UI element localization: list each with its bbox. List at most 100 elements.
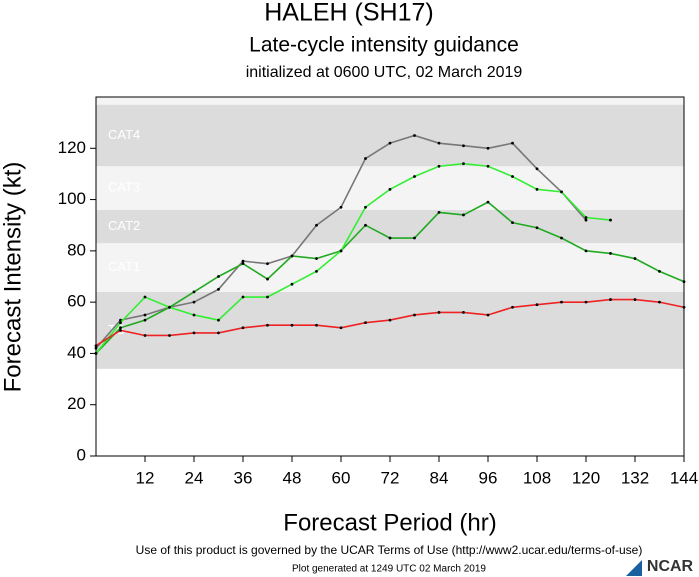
y-tick-label: 40 <box>67 343 86 362</box>
point <box>535 187 539 191</box>
point <box>241 259 245 263</box>
point <box>315 323 318 327</box>
point <box>486 146 490 150</box>
point <box>143 318 147 322</box>
point <box>217 275 220 278</box>
x-tick-label: 144 <box>670 468 698 487</box>
category-band <box>96 104 684 167</box>
y-tick-label: 60 <box>67 292 86 311</box>
point <box>560 190 563 194</box>
point <box>119 326 122 330</box>
logo-mark <box>626 560 642 576</box>
point <box>168 334 171 337</box>
point <box>192 313 196 317</box>
y-tick-label: 80 <box>67 240 86 259</box>
series-line <box>95 162 611 354</box>
band-label: CAT3 <box>108 179 140 194</box>
y-axis-title: Forecast Intensity (kt) <box>0 162 26 393</box>
x-tick-label: 60 <box>332 468 351 487</box>
point <box>143 295 147 299</box>
point <box>437 311 441 314</box>
point <box>290 254 294 258</box>
x-tick-label: 48 <box>283 468 302 487</box>
chart-title: HALEH (SH17) <box>264 0 434 27</box>
x-tick-label: 108 <box>523 468 551 487</box>
point <box>584 216 588 219</box>
point <box>682 280 686 284</box>
point <box>143 334 147 337</box>
x-tick-label: 24 <box>185 468 204 487</box>
point <box>462 213 465 217</box>
point <box>364 321 367 325</box>
point <box>584 249 588 253</box>
point <box>584 218 588 222</box>
point <box>241 262 245 266</box>
chart-subtitle: initialized at 0600 UTC, 02 March 2019 <box>246 64 523 81</box>
point <box>217 287 220 291</box>
chart-subtitle: Late-cycle intensity guidance <box>249 34 519 57</box>
point <box>315 257 318 260</box>
x-tick-label: 120 <box>572 468 600 487</box>
point <box>511 221 514 225</box>
point <box>633 298 637 301</box>
x-tick-label: 72 <box>381 468 400 487</box>
point <box>94 344 98 348</box>
point <box>535 167 539 171</box>
point <box>462 144 465 148</box>
point <box>192 331 196 335</box>
footer: Use of this product is governed by the U… <box>136 543 643 557</box>
point <box>437 164 441 168</box>
point <box>119 321 122 325</box>
point <box>94 352 98 355</box>
point <box>437 210 441 214</box>
band-label: CAT2 <box>108 218 140 233</box>
point <box>266 262 269 266</box>
point <box>682 305 686 309</box>
footer: Plot generated at 1249 UTC 02 March 2019 <box>292 564 486 575</box>
point <box>437 141 441 145</box>
point <box>535 303 539 307</box>
point <box>364 205 367 209</box>
logo: NCAR <box>647 558 694 575</box>
point <box>584 300 588 304</box>
point <box>192 290 196 294</box>
point <box>486 200 490 204</box>
point <box>658 269 661 273</box>
point <box>315 223 318 227</box>
band-label: CAT4 <box>108 127 140 142</box>
point <box>609 252 612 255</box>
point <box>339 326 343 330</box>
point <box>560 236 563 240</box>
point <box>339 249 343 253</box>
point <box>217 318 220 322</box>
point <box>511 175 514 178</box>
point <box>511 305 514 309</box>
point <box>609 298 612 301</box>
y-tick-label: 20 <box>67 394 86 413</box>
y-tick-label: 100 <box>58 189 86 208</box>
category-band <box>96 97 684 105</box>
point <box>364 157 367 160</box>
point <box>315 269 318 273</box>
point <box>535 226 539 230</box>
point <box>266 295 269 299</box>
point <box>486 164 490 168</box>
band-label: CAT5 <box>108 86 140 101</box>
point <box>560 300 563 304</box>
point <box>609 218 612 222</box>
point <box>388 236 392 240</box>
point <box>339 205 343 209</box>
point <box>388 141 392 145</box>
point <box>511 141 514 145</box>
point <box>462 162 465 166</box>
x-tick-label: 12 <box>136 468 155 487</box>
y-tick-label: 0 <box>77 445 86 464</box>
point <box>413 236 416 240</box>
x-axis-title: Forecast Period (hr) <box>283 509 496 536</box>
point <box>192 300 196 304</box>
plot-frame <box>95 96 685 457</box>
point <box>658 300 661 304</box>
point <box>168 305 171 309</box>
point <box>241 295 245 299</box>
point <box>462 311 465 314</box>
